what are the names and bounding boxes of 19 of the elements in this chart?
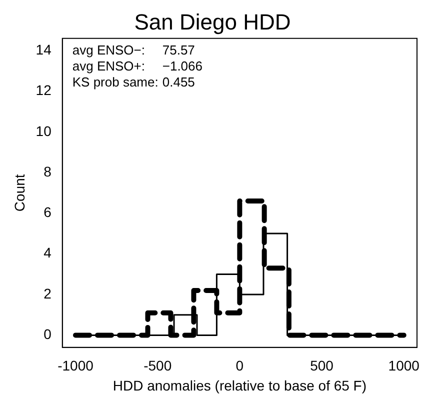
x-tick-label: -1000 (58, 358, 94, 374)
y-axis-title: Count (11, 174, 28, 212)
x-tick-label: -500 (144, 358, 172, 374)
x-tick-label: 500 (310, 358, 334, 374)
x-axis-title: HDD anomalies (relative to base of 65 F) (112, 377, 367, 394)
text: avg ENSO+: −1.066 (72, 58, 202, 74)
text: avg ENSO−: 75.57 (72, 42, 195, 58)
y-tick-label: 12 (36, 82, 52, 98)
y-tick-label: 8 (44, 163, 52, 180)
y-tick-label: 14 (36, 41, 52, 58)
chart-title: San Diego HDD (134, 9, 291, 34)
annotation: KS prob same: 0.455 (72, 74, 195, 90)
x-tick-label: 1000 (388, 358, 420, 374)
y-tick-label: 2 (44, 285, 52, 302)
y-tick-label: 6 (44, 204, 52, 220)
y-tick-label: 10 (36, 122, 52, 139)
y-tick-label: 4 (44, 244, 52, 261)
y-tick-label: 0 (44, 326, 52, 342)
x-tick-label: 0 (236, 358, 244, 374)
